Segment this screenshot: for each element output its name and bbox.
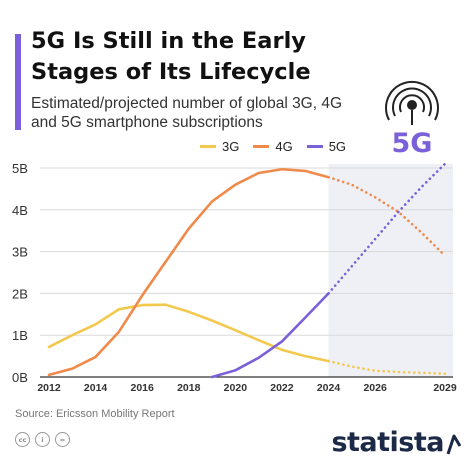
y-tick-label: 3B [12, 245, 28, 260]
x-tick-label: 2018 [177, 382, 201, 394]
legend-item-4g: 4G [253, 139, 293, 154]
chart-title: 5G Is Still in the Early Stages of Its L… [31, 28, 311, 85]
x-tick-label: 2024 [317, 382, 341, 394]
series-5g-projection [327, 162, 447, 295]
series-3g-line [47, 303, 330, 363]
x-tick-label: 2012 [37, 382, 61, 394]
chart-legend: 3G 4G 5G [200, 139, 360, 154]
x-tick-label: 2016 [130, 382, 154, 394]
legend-label: 3G [222, 139, 240, 154]
series-5g-line [210, 292, 330, 379]
series-3g-projection [327, 359, 447, 375]
legend-swatch [306, 145, 323, 148]
series-4g-line [47, 167, 330, 377]
legend-item-3g: 3G [200, 139, 239, 154]
title-accent-bar [15, 34, 21, 130]
x-tick-label: 2026 [363, 382, 387, 394]
legend-label: 4G [275, 139, 293, 154]
legend-swatch [253, 145, 270, 148]
creative-commons-icon[interactable]: cc [15, 432, 30, 447]
x-tick-label: 2022 [270, 382, 294, 394]
y-tick-label: 2B [12, 286, 28, 301]
y-tick-label: 0B [12, 370, 28, 385]
legend-label: 5G [328, 139, 347, 154]
legend-item-5g: 5G [306, 139, 347, 154]
5g-signal-icon: 5G [385, 80, 439, 158]
5g-logo-text: 5G [392, 128, 433, 158]
x-tick-label: 2029 [433, 382, 457, 394]
info-icon[interactable]: i [35, 432, 50, 447]
y-tick-label: 4B [12, 203, 28, 218]
statista-logo[interactable]: statista [331, 427, 444, 458]
statista-mark-icon [446, 434, 462, 455]
x-tick-label: 2014 [84, 382, 108, 394]
y-tick-label: 1B [12, 328, 28, 343]
legend-swatch [200, 145, 216, 148]
x-tick-label: 2020 [224, 382, 248, 394]
y-tick-label: 5B [12, 161, 28, 176]
source-note: Source: Ericsson Mobility Report [15, 408, 175, 420]
line-chart: 0B 1B 2B 3B 4B 5B 2012 2014 2016 2018 2020 2022 2024… [12, 161, 457, 394]
chart-subtitle: Estimated/projected number of global 3G,… [31, 95, 343, 131]
series-4g-projection [327, 175, 447, 258]
license-icons: cc i = [15, 432, 75, 447]
equals-icon[interactable]: = [55, 432, 70, 447]
